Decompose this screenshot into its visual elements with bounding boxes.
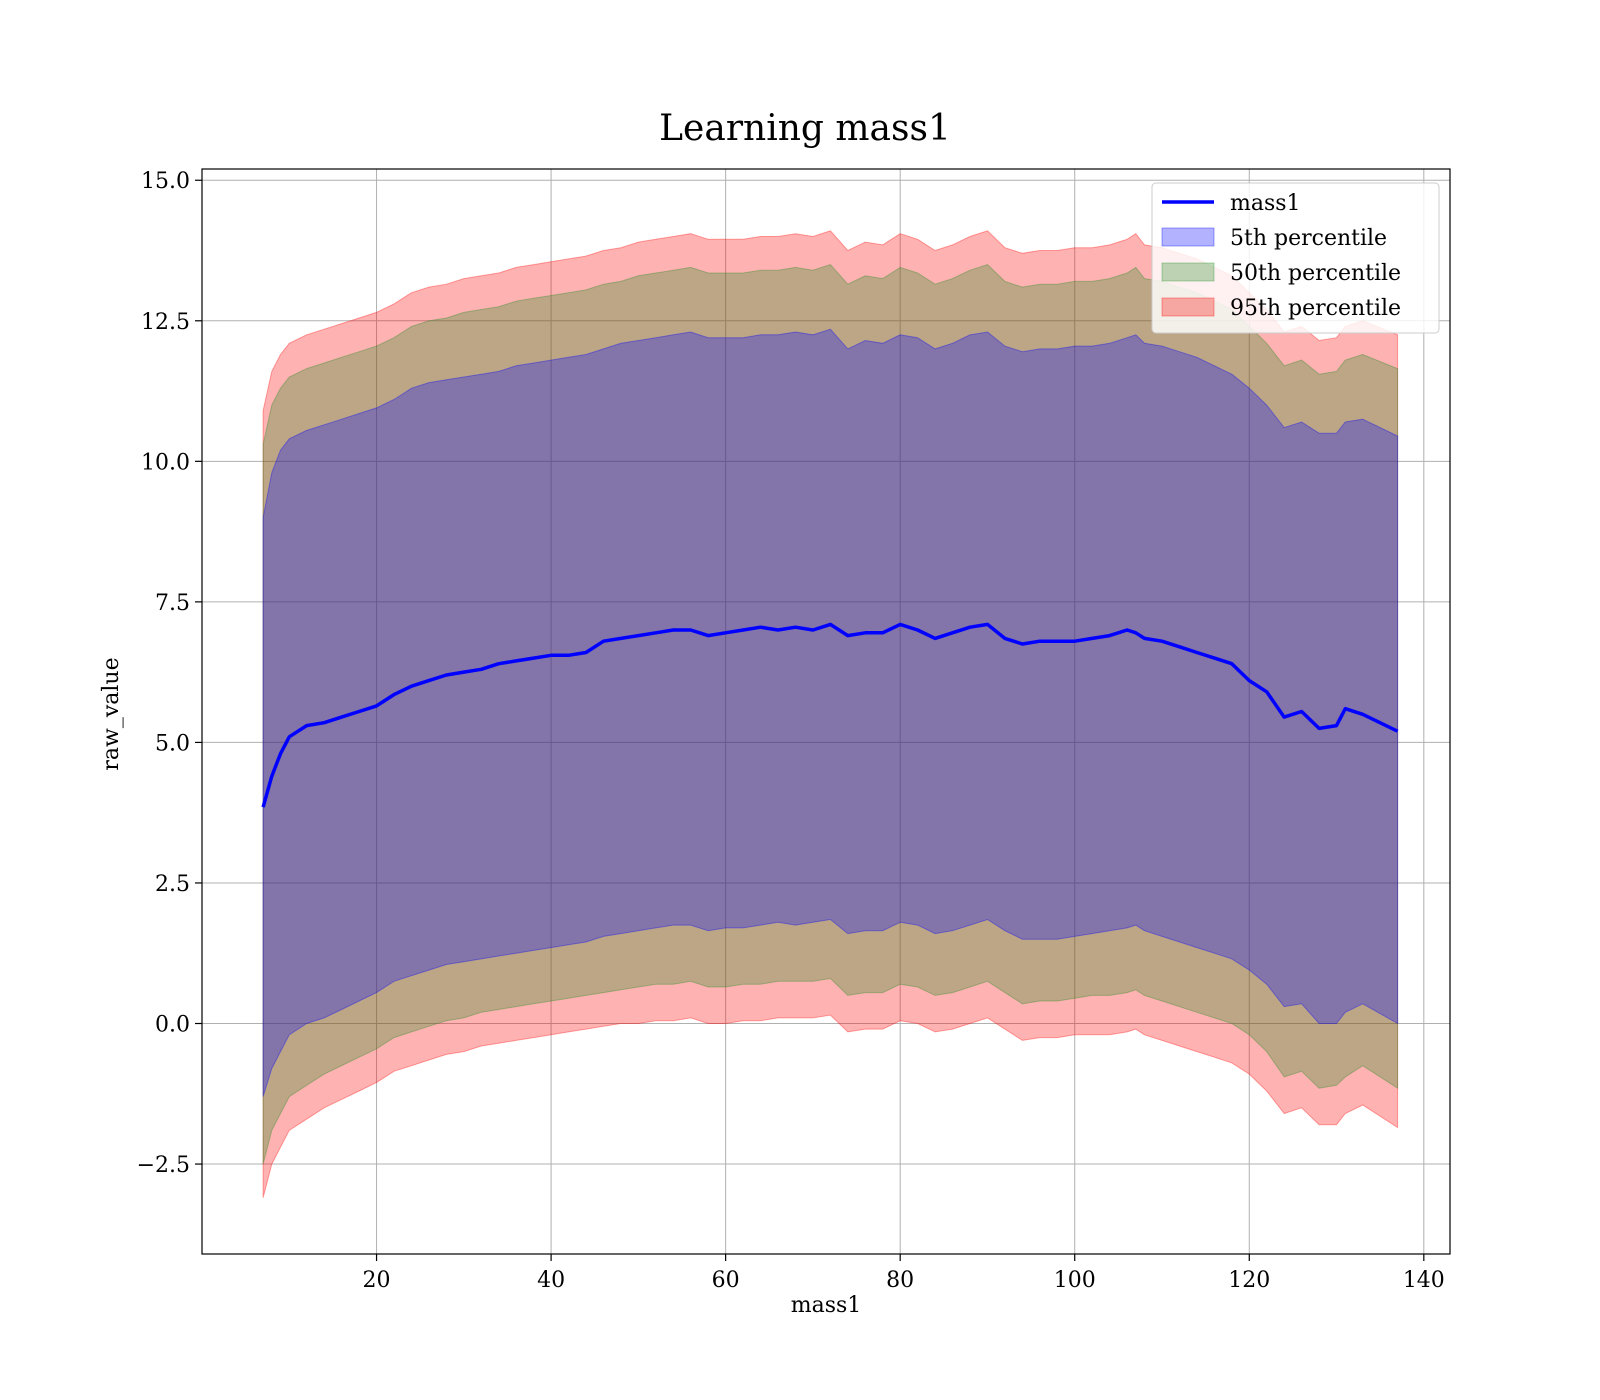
legend-box [1151,182,1440,334]
plot-frame [201,168,1451,1255]
y-tick-label: 10.0 [141,450,190,475]
plot-area: 20 40 60 80 100 120 140 −2.5 0.0 2.5 5.0 7.5 10.0 12.… [137,168,1451,1293]
chart-title: Learning mass1 [659,108,951,149]
x-tick-label: 120 [1228,1268,1270,1293]
y-tick-label: 0.0 [155,1013,190,1038]
legend-swatch-50th-percentile [1161,262,1215,282]
y-tick-label: 5.0 [155,731,190,756]
legend-label-mass1: mass1 [1230,191,1301,216]
x-tick-label: 140 [1403,1268,1445,1293]
x-tick-label: 20 [363,1268,391,1293]
band-50th-percentile [262,264,1399,1165]
legend-swatch-95th-percentile [1161,297,1215,317]
y-tick-label: 7.5 [155,591,190,616]
legend-label-95th-percentile: 95th percentile [1230,296,1401,321]
y-tick-label: −2.5 [137,1153,190,1178]
y-tick-label: 12.5 [141,310,190,335]
band-95th-percentile [262,230,1399,1198]
legend: mass1 5th percentile 50th percentile 95th p… [1151,182,1440,334]
x-tick-label: 80 [886,1268,914,1293]
y-tick-label: 15.0 [141,169,190,194]
x-axis-label: mass1 [791,1293,862,1318]
y-axis-label: raw_value [99,657,124,770]
legend-swatch-5th-percentile [1161,227,1215,247]
band-5th-percentile [262,328,1399,1097]
legend-label-50th-percentile: 50th percentile [1230,261,1401,286]
legend-label-5th-percentile: 5th percentile [1230,226,1387,251]
series-line-mass1 [261,622,1399,808]
y-tick-label: 2.5 [155,872,190,897]
x-tick-label: 40 [537,1268,565,1293]
x-tick-label: 60 [712,1268,740,1293]
x-tick-label: 100 [1054,1268,1096,1293]
